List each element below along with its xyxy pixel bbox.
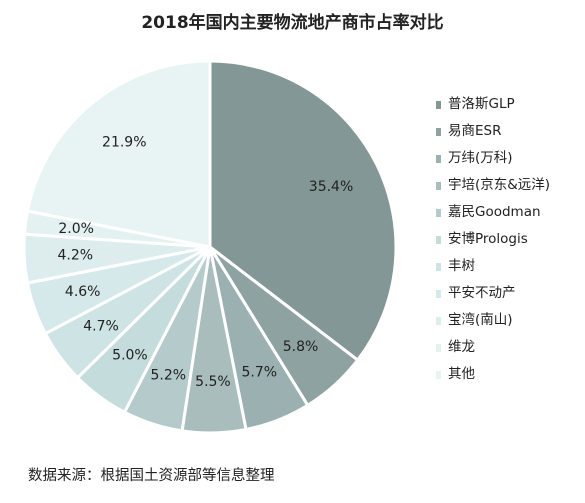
slice-label-8: 4.2% — [57, 247, 93, 263]
legend-label-0: 普洛斯GLP — [448, 96, 515, 112]
pie-slice-0 — [208, 59, 398, 362]
legend-item-7: 平安不动产 — [436, 280, 550, 307]
legend-item-9: 维龙 — [436, 334, 550, 361]
legend: 普洛斯GLP 易商ESR 万纬(万科) 宇培(京东&远洋) 嘉民Goodman 安博Pro… — [436, 91, 550, 388]
legend-swatch-5 — [436, 235, 441, 244]
slice-label-0: 35.4% — [309, 179, 353, 195]
legend-item-8: 宝湾(南山) — [436, 307, 550, 334]
legend-swatch-10 — [436, 370, 441, 379]
legend-label-5: 安博Prologis — [448, 231, 528, 247]
slice-label-4: 5.2% — [150, 367, 186, 383]
slice-label-7: 4.6% — [65, 284, 101, 300]
legend-label-9: 维龙 — [448, 339, 475, 355]
legend-label-4: 嘉民Goodman — [448, 204, 541, 220]
legend-item-6: 丰树 — [436, 253, 550, 280]
legend-label-3: 宇培(京东&远洋) — [448, 177, 551, 193]
legend-item-4: 嘉民Goodman — [436, 199, 550, 226]
slice-label-10: 21.9% — [102, 135, 146, 151]
legend-item-2: 万纬(万科) — [436, 145, 550, 172]
legend-swatch-1 — [436, 127, 441, 136]
legend-swatch-4 — [436, 208, 441, 217]
legend-swatch-2 — [436, 154, 441, 163]
legend-item-1: 易商ESR — [436, 118, 550, 145]
legend-item-10: 其他 — [436, 361, 550, 388]
slice-label-9: 2.0% — [58, 221, 94, 237]
legend-label-6: 丰树 — [448, 258, 475, 274]
slice-label-3: 5.5% — [195, 374, 231, 390]
legend-label-7: 平安不动产 — [448, 285, 516, 301]
slice-label-6: 4.7% — [83, 319, 119, 335]
legend-item-5: 安博Prologis — [436, 226, 550, 253]
legend-swatch-6 — [436, 262, 441, 271]
slice-label-1: 5.8% — [283, 339, 319, 355]
legend-swatch-7 — [436, 289, 441, 298]
legend-item-3: 宇培(京东&远洋) — [436, 172, 550, 199]
legend-swatch-9 — [436, 343, 441, 352]
chart-title: 2018年国内主要物流地产商市占率对比 — [141, 13, 444, 33]
legend-swatch-8 — [436, 316, 441, 325]
slice-label-2: 5.7% — [242, 365, 278, 381]
legend-label-2: 万纬(万科) — [448, 150, 513, 166]
legend-label-10: 其他 — [448, 366, 475, 382]
pie-slice-10 — [26, 59, 212, 249]
data-source-note: 数据来源：根据国土资源部等信息整理 — [28, 468, 275, 484]
legend-label-1: 易商ESR — [448, 123, 502, 139]
legend-item-0: 普洛斯GLP — [436, 91, 550, 118]
legend-label-8: 宝湾(南山) — [448, 312, 513, 328]
legend-swatch-0 — [436, 100, 441, 109]
slice-label-5: 5.0% — [112, 348, 148, 364]
legend-swatch-3 — [436, 181, 441, 190]
